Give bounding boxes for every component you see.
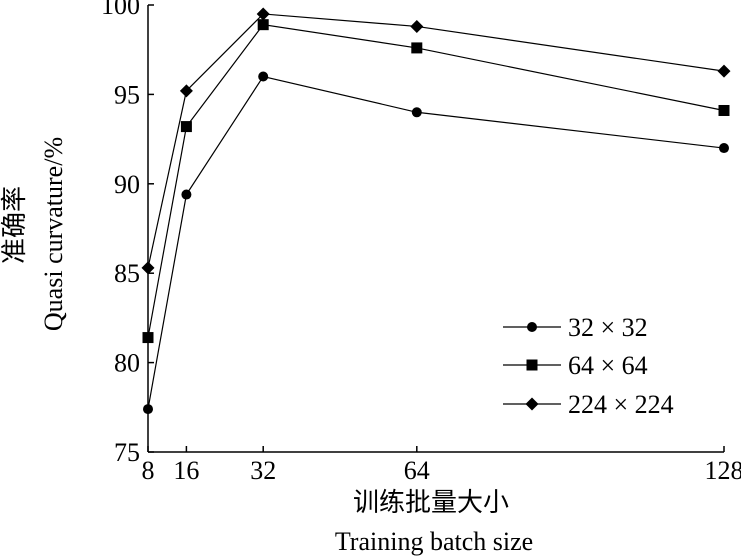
data-point-square <box>411 42 423 54</box>
data-point-square <box>257 19 269 31</box>
x-tick-label: 64 <box>404 456 430 485</box>
series-diamond <box>141 7 731 275</box>
y-axis-title-cn: 准确率 <box>0 186 29 264</box>
legend-marker-square <box>526 359 538 371</box>
data-point-square <box>142 332 154 344</box>
x-tick-label: 32 <box>250 456 276 485</box>
y-ticks: 75 80 85 90 95 100 <box>101 0 154 467</box>
legend-marker-circle <box>527 322 537 332</box>
series-line-square <box>147 24 725 338</box>
data-point-diamond <box>141 261 155 275</box>
data-point-diamond <box>256 7 270 21</box>
legend-marker-diamond <box>525 397 539 411</box>
legend-label: 64 × 64 <box>568 351 648 380</box>
data-point-diamond <box>410 19 424 33</box>
data-point-circle <box>719 143 729 154</box>
data-point-circle <box>181 189 192 200</box>
y-tick-label: 80 <box>114 349 140 378</box>
data-point-square <box>180 121 192 133</box>
x-tick-label: 16 <box>173 456 199 485</box>
x-ticks: 8 16 32 64 128 <box>142 446 741 485</box>
y-tick-label: 100 <box>101 0 140 20</box>
data-point-square <box>718 104 730 116</box>
y-tick-label: 85 <box>114 259 140 288</box>
y-tick-label: 75 <box>114 438 140 467</box>
data-point-diamond <box>179 84 193 98</box>
legend-label: 32 × 32 <box>568 313 648 342</box>
data-point-circle <box>411 107 422 118</box>
data-point-circle <box>143 404 153 415</box>
data-point-diamond <box>717 64 731 78</box>
x-tick-label: 128 <box>705 456 741 485</box>
y-axis-title-en: Quasi curvature/% <box>39 137 68 331</box>
y-tick-label: 90 <box>114 170 140 199</box>
legend: 32 × 32 64 × 64 224 × 224 <box>503 313 674 419</box>
x-axis-title-en: Training batch size <box>335 527 533 556</box>
data-point-circle <box>258 71 269 82</box>
series-square <box>142 19 730 344</box>
x-axis-title-cn: 训练批量大小 <box>353 488 509 517</box>
y-tick-label: 95 <box>114 80 140 109</box>
x-tick-label: 8 <box>142 456 155 485</box>
legend-label: 224 × 224 <box>568 390 674 419</box>
series-circle <box>143 71 729 415</box>
axes <box>147 5 724 453</box>
series-group <box>141 7 731 415</box>
